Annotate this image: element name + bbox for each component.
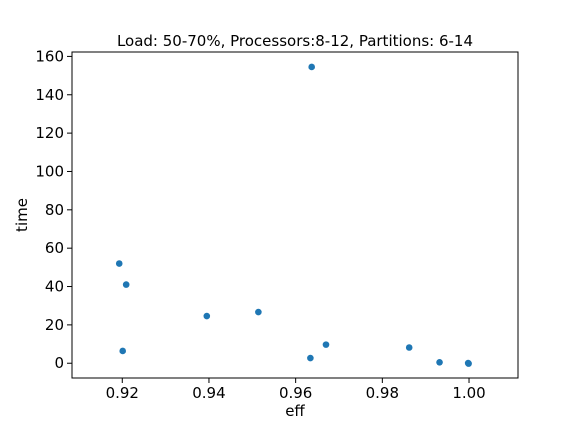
y-tick-label: 0 (54, 354, 64, 372)
x-tick-label: 1.00 (452, 384, 485, 402)
x-axis: 0.92 0.94 0.96 0.98 1.00 (106, 378, 486, 402)
y-tick-label: 40 (45, 278, 64, 296)
x-tick-label: 0.96 (279, 384, 312, 402)
y-tick-label: 160 (35, 47, 64, 65)
y-tick-label: 60 (45, 239, 64, 257)
plot-frame (71, 51, 519, 379)
x-tick-label: 0.94 (192, 384, 225, 402)
plot-area (71, 51, 519, 379)
data-point (436, 358, 443, 366)
x-tick-label: 0.92 (106, 384, 139, 402)
x-axis-label: eff (285, 402, 305, 420)
y-tick-label: 120 (35, 124, 64, 142)
data-point (119, 347, 127, 355)
data-point (322, 341, 330, 348)
data-point (465, 360, 472, 367)
y-axis-label: time (13, 198, 31, 232)
data-point (255, 308, 262, 316)
data-point (405, 344, 413, 351)
data-point (122, 281, 130, 288)
chart-title: Load: 50-70%, Processors:8-12, Partition… (117, 32, 473, 50)
y-axis: 0 20 40 60 80 100 120 140 160 (35, 47, 72, 372)
data-points (115, 63, 472, 367)
data-point (115, 260, 123, 267)
data-point (308, 63, 315, 71)
y-tick-label: 20 (45, 316, 64, 334)
data-point (307, 354, 314, 362)
y-tick-label: 80 (45, 201, 64, 219)
y-tick-label: 140 (35, 86, 64, 104)
x-tick-label: 0.98 (366, 384, 399, 402)
y-tick-label: 100 (35, 162, 64, 180)
data-point (203, 312, 211, 320)
